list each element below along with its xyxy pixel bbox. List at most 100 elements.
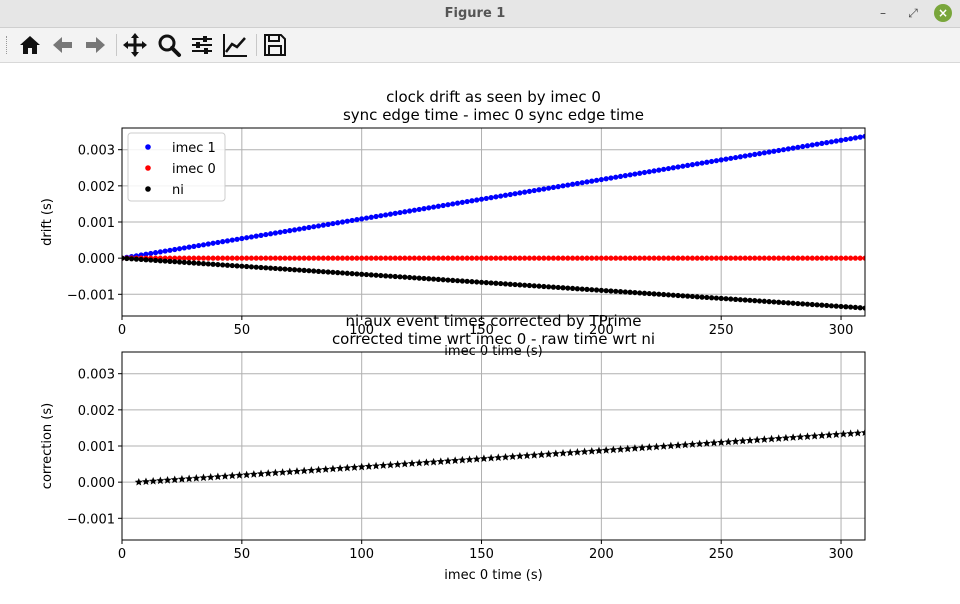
data-point (210, 241, 215, 246)
data-point (207, 473, 215, 481)
data-point (345, 219, 350, 224)
data-point (431, 276, 436, 281)
forward-button[interactable] (81, 31, 109, 59)
data-point (473, 455, 481, 463)
zoom-button[interactable] (155, 31, 183, 59)
data-point (580, 256, 585, 261)
data-point (378, 256, 383, 261)
data-point (297, 256, 302, 261)
data-point (771, 149, 776, 154)
data-point (690, 294, 695, 299)
data-point (834, 304, 839, 309)
minimize-button[interactable]: – (874, 4, 892, 22)
data-point (853, 135, 858, 140)
data-point (589, 179, 594, 184)
data-point (656, 292, 661, 297)
data-point (767, 299, 772, 304)
data-point (738, 297, 743, 302)
data-point (628, 172, 633, 177)
data-point (565, 256, 570, 261)
data-point (637, 256, 642, 261)
data-point (129, 256, 134, 261)
data-point (632, 290, 637, 295)
data-point (182, 245, 187, 250)
data-point (580, 286, 585, 291)
data-point (163, 248, 168, 253)
data-point (752, 152, 757, 157)
customize-button[interactable] (221, 31, 249, 59)
data-point (441, 277, 446, 282)
x-tick-label: 250 (709, 323, 734, 338)
data-point (192, 474, 200, 482)
data-point (498, 193, 503, 198)
home-button[interactable] (16, 31, 44, 59)
data-point (757, 151, 762, 156)
data-point (517, 256, 522, 261)
maximize-button[interactable]: ⤢ (904, 4, 922, 22)
data-point (369, 272, 374, 277)
subplots-button[interactable] (188, 31, 216, 59)
data-point (388, 274, 393, 279)
data-point (249, 264, 254, 269)
data-point (422, 458, 430, 466)
y-tick-label: 0.000 (78, 252, 115, 267)
data-point (349, 256, 354, 261)
data-point (484, 280, 489, 285)
data-point (671, 293, 676, 298)
data-point (335, 270, 340, 275)
data-point (795, 301, 800, 306)
pan-button[interactable] (121, 31, 149, 59)
data-point (709, 256, 714, 261)
data-point (134, 257, 139, 262)
data-point (545, 450, 553, 458)
plot-title: ni aux event times corrected by TPrime (345, 312, 641, 330)
data-point (268, 266, 273, 271)
data-point (153, 258, 158, 263)
data-point (512, 191, 517, 196)
data-point (565, 285, 570, 290)
data-point (530, 451, 538, 459)
x-tick-label: 50 (234, 547, 251, 562)
data-point (316, 223, 321, 228)
data-point (484, 256, 489, 261)
data-point (369, 256, 374, 261)
data-point (752, 256, 757, 261)
data-point (637, 171, 642, 176)
data-point (200, 474, 208, 482)
y-tick-label: −0.001 (67, 288, 115, 303)
data-point (498, 256, 503, 261)
data-point (498, 281, 503, 286)
data-point (364, 215, 369, 220)
data-point (618, 256, 623, 261)
close-button[interactable]: × (934, 4, 952, 22)
data-point (401, 460, 409, 468)
data-point (408, 459, 416, 467)
data-point (257, 470, 265, 478)
data-point (566, 449, 574, 457)
plot-data-area (135, 428, 869, 485)
line-chart-icon (221, 31, 249, 59)
figure-canvas[interactable]: 0 50 100 150 200 250 300 −0.001 0.000 0.001 0.002 0… (0, 63, 960, 600)
data-point (738, 154, 743, 159)
back-button[interactable] (49, 31, 77, 59)
data-point (551, 256, 556, 261)
data-point (695, 161, 700, 166)
data-point (436, 277, 441, 282)
data-point (733, 297, 738, 302)
data-point (723, 157, 728, 162)
save-button[interactable] (261, 31, 289, 59)
data-point (373, 214, 378, 219)
data-point (178, 475, 186, 483)
data-point (608, 256, 613, 261)
data-point (214, 473, 222, 481)
data-point (273, 256, 278, 261)
data-point (292, 256, 297, 261)
data-point (843, 256, 848, 261)
data-point (814, 302, 819, 307)
data-point (302, 256, 307, 261)
data-point (139, 257, 144, 262)
data-point (848, 136, 853, 141)
data-point (306, 268, 311, 273)
window-title: Figure 1 (0, 0, 950, 27)
data-point (373, 256, 378, 261)
